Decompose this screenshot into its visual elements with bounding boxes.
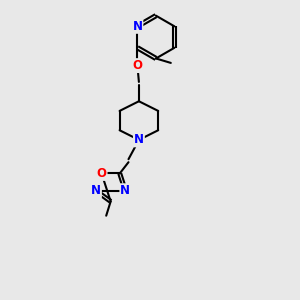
Text: N: N xyxy=(132,20,142,33)
Text: O: O xyxy=(97,167,106,180)
Text: N: N xyxy=(91,184,101,197)
Text: N: N xyxy=(134,134,144,146)
Text: N: N xyxy=(120,184,130,197)
Text: O: O xyxy=(132,59,142,72)
